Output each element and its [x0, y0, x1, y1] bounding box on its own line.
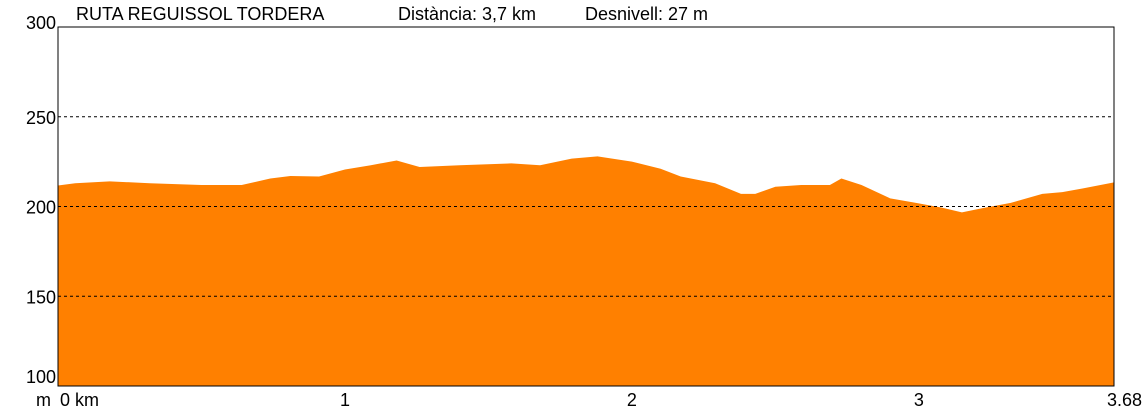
- elevation-area: [58, 156, 1114, 386]
- y-tick-label: 100: [26, 367, 56, 387]
- x-tick-label: 2: [627, 390, 637, 407]
- elevation-gain-label: Desnivell: 27 m: [585, 4, 708, 24]
- y-tick-label: 300: [26, 13, 56, 33]
- distance-label: Distància: 3,7 km: [398, 4, 536, 24]
- y-unit-label: m: [36, 390, 51, 407]
- route-title: RUTA REGUISSOL TORDERA: [76, 4, 324, 24]
- x-tick-label: 3: [914, 390, 924, 407]
- x-tick-label: 1: [340, 390, 350, 407]
- y-tick-label: 200: [26, 198, 56, 218]
- y-tick-label: 150: [26, 287, 56, 307]
- plot-frame: [57, 26, 1115, 387]
- x-tick-label: 3.68: [1107, 390, 1142, 407]
- x-tick-label: 0 km: [60, 390, 99, 407]
- y-tick-label: 250: [26, 108, 56, 128]
